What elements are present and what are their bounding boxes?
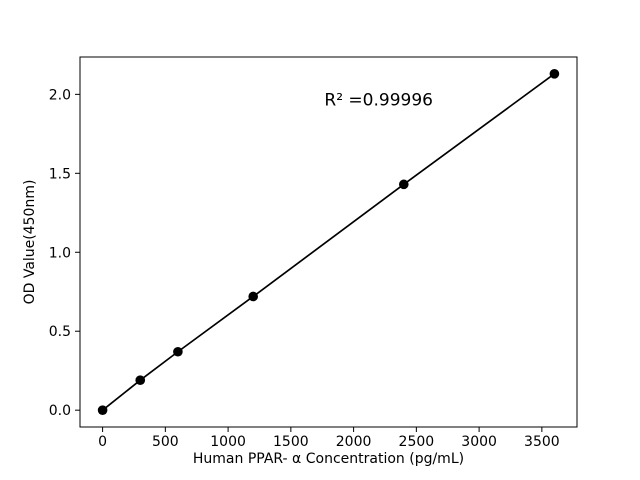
x-tick-label: 1500	[273, 434, 309, 450]
data-point	[97, 405, 108, 415]
x-tick-label: 3500	[524, 434, 560, 450]
x-tick-label: 1000	[210, 434, 246, 450]
y-tick-label: 0.5	[49, 324, 71, 340]
x-tick-label: 0	[98, 434, 107, 450]
x-tick-label: 2000	[336, 434, 372, 450]
x-tick-label: 2500	[399, 434, 435, 450]
axes-spines	[79, 56, 578, 428]
y-axis-label: OD Value(450nm)	[22, 180, 38, 305]
y-tick-label: 2.0	[49, 87, 71, 103]
r-squared-annotation: R² =0.99996	[324, 90, 433, 110]
data-point	[173, 346, 183, 357]
data-point	[248, 291, 258, 302]
x-axis-label: Human PPAR- α Concentration (pg/mL)	[193, 451, 464, 467]
y-tick-label: 0.0	[49, 403, 71, 419]
y-tick-label: 1.5	[49, 166, 71, 182]
data-point	[549, 69, 560, 79]
data-line	[102, 73, 555, 411]
data-point	[135, 375, 146, 385]
y-tick-label: 1.0	[49, 245, 71, 261]
x-tick-label: 3000	[461, 434, 497, 450]
x-tick-label: 500	[152, 434, 179, 450]
data-point	[399, 179, 409, 190]
plot-area: 0 500 1000 1500 2000 2500 3000 3500 0.0 0.5 1.0 1.5…	[49, 56, 578, 450]
